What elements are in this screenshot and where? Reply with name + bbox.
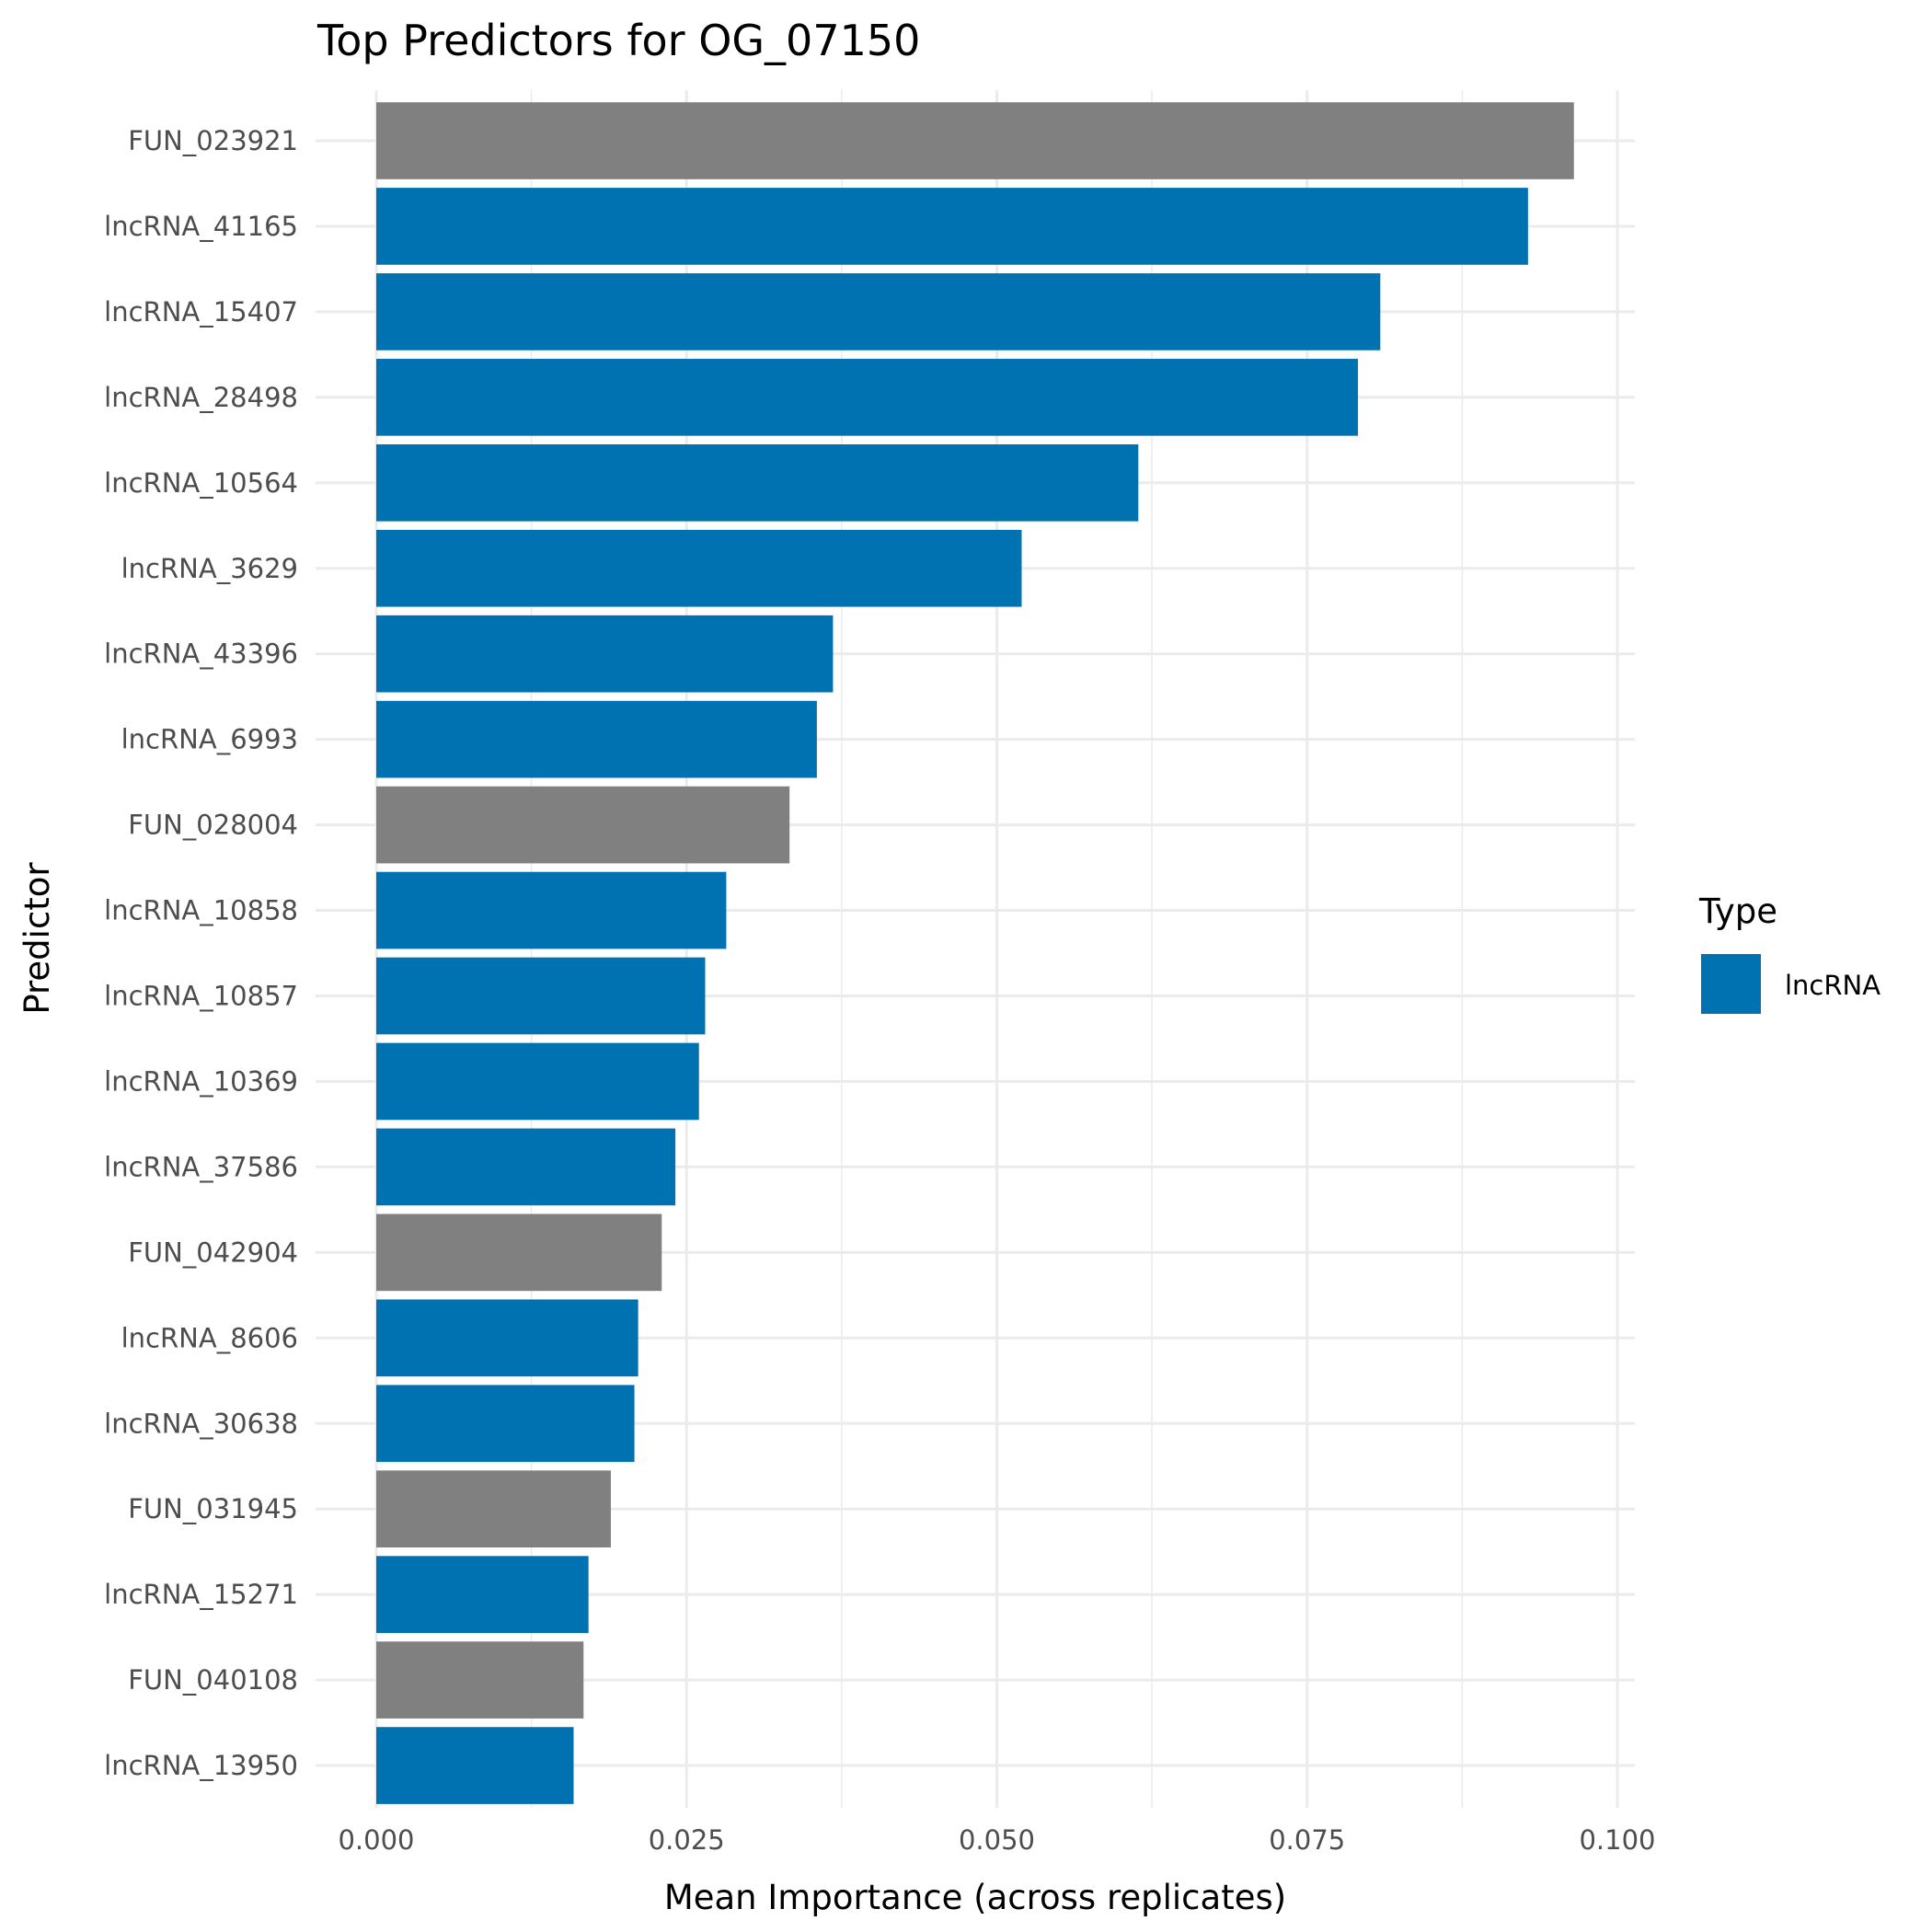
- y-tick-label: FUN_028004: [128, 810, 298, 841]
- bar-lncrna_41165: [376, 188, 1528, 265]
- x-tick-label: 0.025: [649, 1824, 725, 1856]
- y-tick-label: FUN_040108: [128, 1664, 298, 1696]
- bar-lncrna_8606: [376, 1299, 638, 1377]
- y-tick-label: lncRNA_15407: [104, 296, 298, 328]
- bar-fun_031945: [376, 1470, 611, 1548]
- y-tick-label: FUN_042904: [128, 1236, 298, 1268]
- x-tick-label: 0.050: [959, 1824, 1035, 1856]
- y-tick-label: lncRNA_6993: [121, 724, 298, 755]
- x-tick-label: 0.000: [338, 1824, 414, 1856]
- y-axis-title: Predictor: [17, 862, 57, 1015]
- bar-fun_042904: [376, 1213, 662, 1292]
- y-tick-label: lncRNA_28498: [104, 382, 298, 413]
- bar-lncrna_10564: [376, 443, 1139, 522]
- y-tick-label: lncRNA_37586: [104, 1151, 298, 1182]
- y-tick-label: lncRNA_8606: [121, 1322, 298, 1353]
- y-tick-label: lncRNA_15271: [104, 1579, 298, 1610]
- y-tick-label: lncRNA_3629: [121, 553, 298, 584]
- bar-lncrna_15407: [376, 273, 1381, 351]
- bar-lncrna_37586: [376, 1128, 676, 1206]
- y-tick-label: lncRNA_10858: [104, 895, 298, 926]
- legend-swatch-lncrna: [1701, 954, 1761, 1014]
- y-tick-label: FUN_031945: [128, 1493, 298, 1524]
- y-tick-label: lncRNA_13950: [104, 1750, 298, 1781]
- legend: Type lncRNA: [1698, 891, 1880, 1014]
- y-tick-label: lncRNA_10369: [104, 1065, 298, 1097]
- x-tick-label: 0.075: [1269, 1824, 1345, 1856]
- bar-lncrna_10858: [376, 871, 727, 949]
- bar-lncrna_15271: [376, 1556, 589, 1633]
- bar-lncrna_10857: [376, 957, 706, 1035]
- bar-lncrna_10369: [376, 1042, 699, 1121]
- bar-fun_023921: [376, 102, 1574, 179]
- y-tick-label: lncRNA_10564: [104, 467, 298, 499]
- legend-label-lncrna: lncRNA: [1785, 970, 1880, 1001]
- y-tick-labels: FUN_023921 lncRNA_41165 lncRNA_15407 lncRNA…: [104, 125, 298, 1781]
- bars: [376, 102, 1574, 1804]
- bar-fun_040108: [376, 1641, 584, 1719]
- legend-title: Type: [1698, 891, 1777, 931]
- y-tick-label: lncRNA_30638: [104, 1408, 298, 1439]
- bar-lncrna_13950: [376, 1727, 574, 1804]
- bar-fun_028004: [376, 786, 790, 864]
- bar-lncrna_6993: [376, 700, 817, 778]
- x-axis-title: Mean Importance (across replicates): [664, 1878, 1286, 1917]
- bar-lncrna_30638: [376, 1385, 635, 1463]
- chart-title: Top Predictors for OG_07150: [316, 16, 920, 65]
- x-tick-labels: 0.000 0.025 0.050 0.075 0.100: [338, 1824, 1655, 1856]
- x-tick-label: 0.100: [1579, 1824, 1655, 1856]
- y-tick-label: lncRNA_41165: [104, 211, 298, 242]
- bar-lncrna_43396: [376, 615, 834, 693]
- y-tick-label: lncRNA_43396: [104, 638, 298, 670]
- y-tick-label: FUN_023921: [128, 125, 298, 156]
- bar-lncrna_28498: [376, 359, 1359, 436]
- y-tick-label: lncRNA_10857: [104, 981, 298, 1012]
- bar-lncrna_3629: [376, 529, 1022, 607]
